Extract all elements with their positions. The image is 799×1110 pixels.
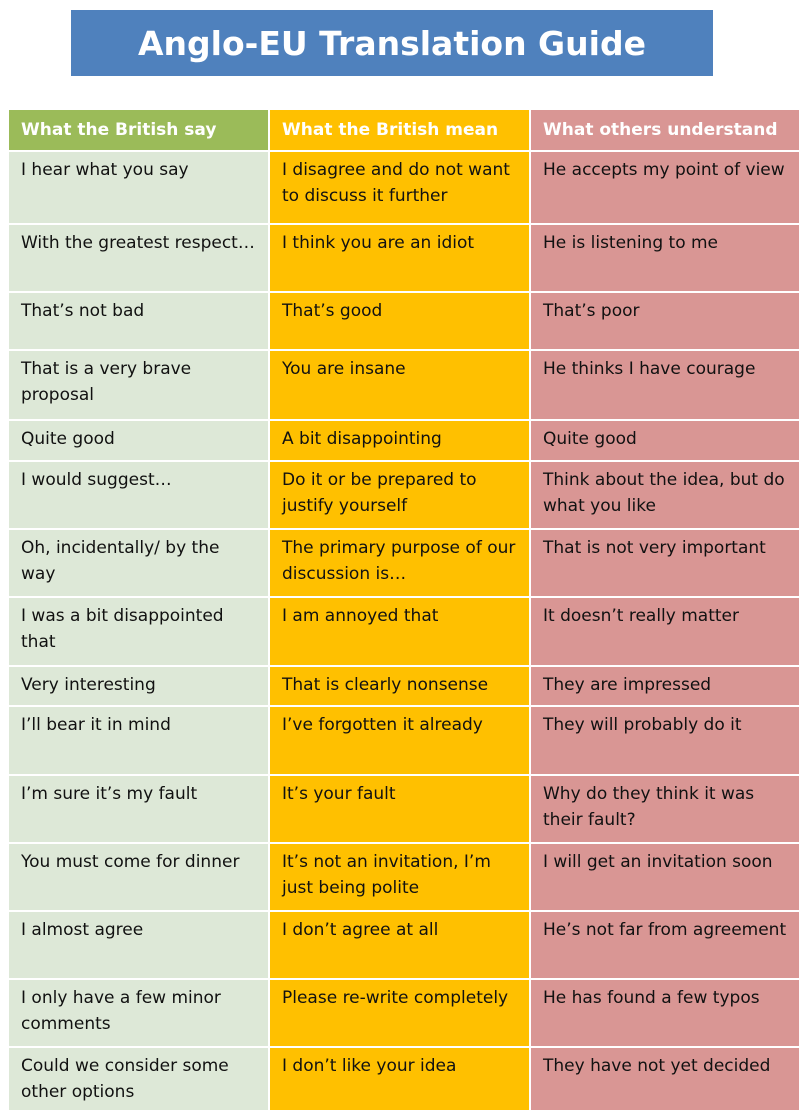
table-cell-british-mean: I disagree and do not want to discuss it… [270, 150, 529, 223]
table-cell-british-say: I’m sure it’s my fault [9, 774, 268, 842]
table-cell-british-say: I’ll bear it in mind [9, 705, 268, 774]
column-header-british-say: What the British say [9, 110, 268, 150]
table-cell-british-say: I almost agree [9, 910, 268, 978]
table-cell-british-mean: I’ve forgotten it already [270, 705, 529, 774]
table-cell-others-understand: He is listening to me [531, 223, 799, 291]
table-cell-british-mean: Please re-write completely [270, 978, 529, 1046]
table-cell-british-say: That’s not bad [9, 291, 268, 349]
table-cell-british-mean: Do it or be prepared to justify yourself [270, 460, 529, 528]
table-cell-british-say: You must come for dinner [9, 842, 268, 910]
table-cell-others-understand: He thinks I have courage [531, 349, 799, 419]
table-cell-british-mean: It’s your fault [270, 774, 529, 842]
table-cell-british-mean: That is clearly nonsense [270, 665, 529, 705]
table-cell-others-understand: They are impressed [531, 665, 799, 705]
table-cell-british-mean: It’s not an invitation, I’m just being p… [270, 842, 529, 910]
table-cell-british-say: I was a bit disappointed that [9, 596, 268, 665]
table-cell-british-say: I only have a few minor comments [9, 978, 268, 1046]
table-cell-british-say: I hear what you say [9, 150, 268, 223]
table-cell-others-understand: I will get an invitation soon [531, 842, 799, 910]
table-cell-others-understand: That is not very important [531, 528, 799, 596]
table-cell-british-mean: The primary purpose of our discussion is… [270, 528, 529, 596]
table-cell-others-understand: He has found a few typos [531, 978, 799, 1046]
table-cell-british-mean: A bit disappointing [270, 419, 529, 460]
table-cell-british-mean: I think you are an idiot [270, 223, 529, 291]
table-cell-others-understand: Why do they think it was their fault? [531, 774, 799, 842]
table-cell-british-mean: I am annoyed that [270, 596, 529, 665]
table-cell-british-say: That is a very brave proposal [9, 349, 268, 419]
table-cell-british-mean: That’s good [270, 291, 529, 349]
table-cell-british-say: Very interesting [9, 665, 268, 705]
table-cell-british-mean: I don’t agree at all [270, 910, 529, 978]
translation-table: What the British say What the British me… [9, 110, 799, 1110]
column-header-british-mean: What the British mean [270, 110, 529, 150]
table-cell-others-understand: Think about the idea, but do what you li… [531, 460, 799, 528]
table-cell-others-understand: They have not yet decided [531, 1046, 799, 1110]
table-cell-british-say: Oh, incidentally/ by the way [9, 528, 268, 596]
table-cell-others-understand: It doesn’t really matter [531, 596, 799, 665]
table-cell-others-understand: Quite good [531, 419, 799, 460]
table-cell-others-understand: He accepts my point of view [531, 150, 799, 223]
table-cell-british-say: Could we consider some other options [9, 1046, 268, 1110]
page-title: Anglo-EU Translation Guide [71, 10, 713, 76]
column-header-others-understand: What others understand [531, 110, 799, 150]
table-cell-british-mean: I don’t like your idea [270, 1046, 529, 1110]
table-cell-others-understand: They will probably do it [531, 705, 799, 774]
table-cell-british-say: I would suggest… [9, 460, 268, 528]
table-cell-british-say: Quite good [9, 419, 268, 460]
table-cell-british-say: With the greatest respect… [9, 223, 268, 291]
table-cell-british-mean: You are insane [270, 349, 529, 419]
table-cell-others-understand: That’s poor [531, 291, 799, 349]
table-cell-others-understand: He’s not far from agreement [531, 910, 799, 978]
